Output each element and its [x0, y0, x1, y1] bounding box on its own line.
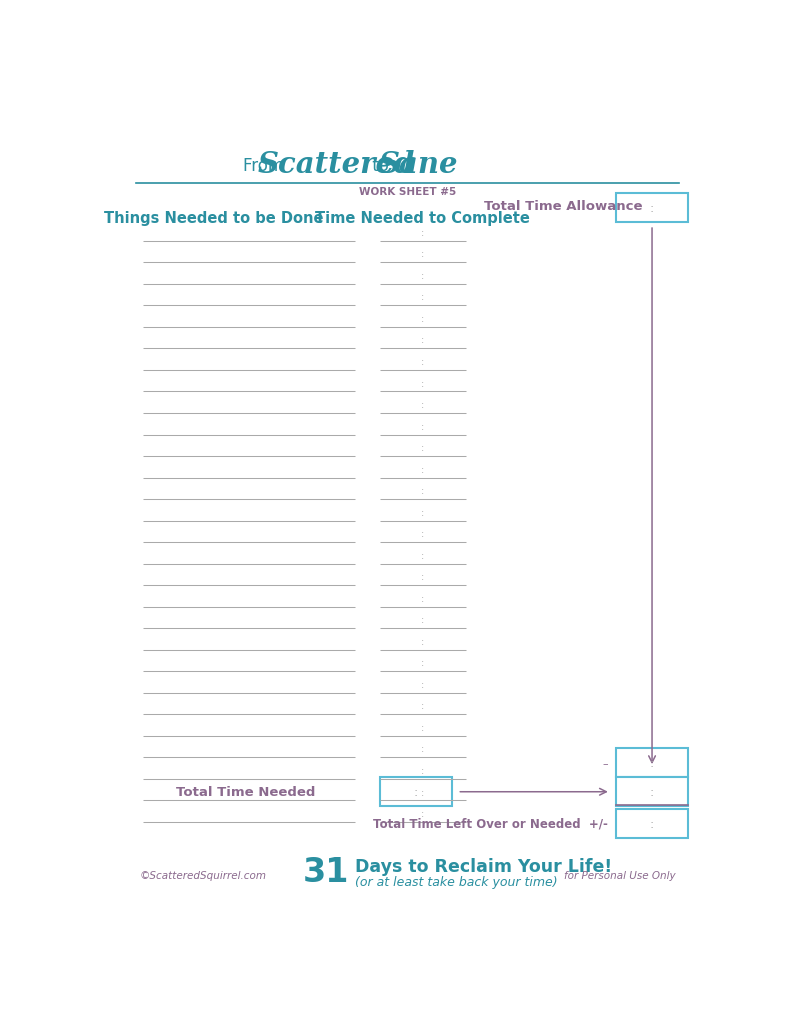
Text: WORK SHEET #5: WORK SHEET #5: [359, 187, 456, 197]
Text: :: :: [421, 486, 425, 495]
Text: :: :: [421, 701, 425, 710]
Text: Time Needed to Complete: Time Needed to Complete: [315, 211, 529, 225]
Text: :: :: [421, 442, 425, 452]
Text: Scattered: Scattered: [258, 150, 415, 178]
Text: for Personal Use Only: for Personal Use Only: [564, 870, 676, 880]
Text: Total Time Left Over or Needed  +/-: Total Time Left Over or Needed +/-: [374, 817, 608, 829]
Text: :: :: [414, 786, 418, 799]
Text: :: :: [421, 465, 425, 474]
Text: :: :: [421, 529, 425, 539]
Text: to: to: [366, 157, 394, 174]
Text: :: :: [421, 722, 425, 733]
Bar: [615, 194, 688, 223]
Text: :: :: [421, 787, 425, 797]
Text: :: :: [421, 271, 425, 280]
Text: ©ScatteredSquirrel.com: ©ScatteredSquirrel.com: [139, 870, 266, 880]
Text: Sane: Sane: [378, 150, 458, 178]
Text: :: :: [650, 786, 654, 799]
Text: :: :: [421, 744, 425, 754]
Bar: [615, 809, 688, 838]
Text: :: :: [421, 227, 425, 237]
Bar: [380, 777, 452, 806]
Text: :: :: [421, 636, 425, 646]
Text: :: :: [421, 550, 425, 560]
Bar: [615, 777, 688, 806]
Text: :: :: [421, 399, 425, 410]
Text: Total Time Needed: Total Time Needed: [176, 786, 315, 799]
Text: :: :: [421, 335, 425, 345]
Text: :: :: [421, 808, 425, 818]
Text: :: :: [421, 249, 425, 259]
Text: From: From: [242, 157, 289, 174]
Text: :: :: [650, 202, 654, 215]
Text: :: :: [421, 572, 425, 582]
Text: :: :: [421, 507, 425, 518]
Bar: [615, 748, 688, 777]
Text: Days to Reclaim Your Life!: Days to Reclaim Your Life!: [355, 857, 612, 875]
Text: :: :: [421, 680, 425, 689]
Text: :: :: [650, 756, 654, 769]
Text: :: :: [421, 292, 425, 303]
Text: Things Needed to be Done: Things Needed to be Done: [103, 211, 323, 225]
Text: –: –: [603, 758, 608, 768]
Text: :: :: [421, 593, 425, 603]
Text: Total Time Allowance: Total Time Allowance: [484, 200, 643, 213]
Text: :: :: [421, 614, 425, 625]
Text: :: :: [421, 378, 425, 388]
Text: :: :: [421, 314, 425, 324]
Text: :: :: [421, 765, 425, 775]
Text: :: :: [421, 357, 425, 367]
Text: :: :: [421, 421, 425, 431]
Text: 31: 31: [303, 855, 349, 889]
Text: (or at least take back your time): (or at least take back your time): [355, 875, 557, 889]
Text: :: :: [421, 657, 425, 667]
Text: :: :: [650, 817, 654, 829]
